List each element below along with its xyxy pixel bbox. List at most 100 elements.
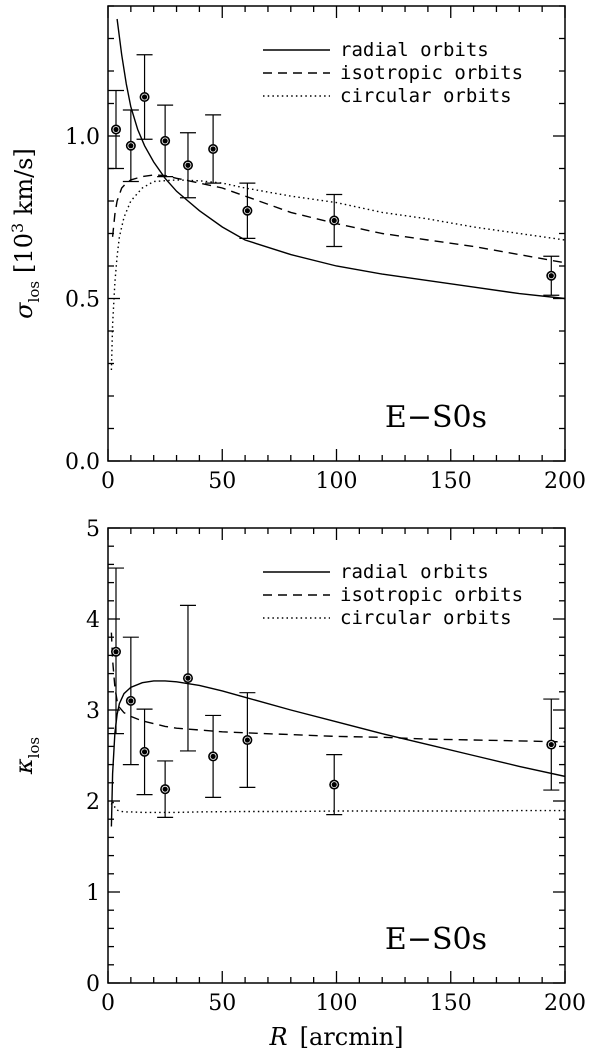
y-axis-title: σlos [103 km/s] (8, 148, 43, 319)
marker-ring (161, 137, 169, 145)
marker-ring (127, 142, 135, 150)
marker-ring (243, 736, 251, 744)
y-axis-unit-rest: km/s] (10, 148, 38, 223)
panel-top: 0 50 100 150 200 0.0 0.5 1.0 radial orbitsisotro… (8, 5, 586, 494)
y-axis-unit: [10 (10, 233, 38, 273)
marker-ring (547, 741, 555, 748)
data-point (179, 132, 196, 199)
marker-ring (161, 785, 169, 793)
data-point (136, 54, 153, 140)
marker (160, 784, 171, 795)
legend-label: isotropic orbits (340, 62, 523, 84)
data-point (179, 604, 196, 752)
data-point (239, 692, 256, 788)
marker (242, 735, 253, 746)
x-tick-label: 50 (208, 469, 236, 494)
data-point (157, 760, 174, 818)
x-tick-label: 100 (316, 991, 358, 1016)
data-point (136, 708, 153, 796)
y-tick-label: 3 (86, 699, 100, 724)
marker (110, 646, 121, 657)
curve-circular-orbits (110, 798, 565, 814)
data-point (107, 89, 124, 170)
panel-annotation: E−S0s (385, 922, 487, 957)
data-point (543, 698, 560, 791)
marker-ring (330, 217, 338, 224)
marker-ring (112, 126, 120, 133)
legend-label: circular orbits (340, 85, 512, 107)
y-tick-label: 1.0 (65, 125, 100, 150)
legend-label: radial orbits (340, 561, 489, 583)
x-tick-label: 0 (101, 469, 115, 494)
y-tick-label: 0.5 (65, 288, 100, 313)
legend-label: isotropic orbits (340, 584, 523, 606)
x-tick-label: 150 (430, 469, 472, 494)
curve-isotropic-orbits (110, 632, 565, 743)
marker-ring (141, 748, 148, 756)
data-point (326, 753, 343, 816)
data-point (205, 714, 222, 798)
x-tick-label: 100 (316, 469, 358, 494)
marker (182, 673, 193, 684)
marker (546, 270, 557, 281)
marker-ring (209, 753, 217, 760)
data-point (107, 567, 124, 735)
marker-ring (243, 207, 251, 215)
marker (139, 746, 150, 757)
curve-circular-orbits (110, 179, 565, 371)
x-tick-label: 50 (208, 991, 236, 1016)
panel-bottom: 0 50 100 150 200 0 1 2 3 4 5 radial orbitsisotropic… (10, 517, 586, 1051)
y-axis-symbol: σ (10, 302, 38, 319)
marker-ring (330, 781, 338, 789)
marker (160, 135, 171, 146)
data-point (326, 193, 343, 248)
marker (208, 751, 219, 762)
curve-radial-orbits (110, 680, 565, 827)
legend-label: circular orbits (340, 607, 512, 629)
data-point (239, 182, 256, 239)
marker (329, 779, 340, 790)
marker-ring (127, 697, 135, 705)
marker-ring (112, 648, 120, 656)
marker (110, 124, 121, 135)
data-point (205, 114, 222, 184)
y-tick-label: 4 (86, 608, 100, 633)
y-axis-subscript: los (25, 281, 43, 303)
data-point (157, 104, 174, 178)
x-tick-label: 200 (544, 991, 586, 1016)
data-point (122, 109, 139, 183)
x-tick-label: 150 (430, 991, 472, 1016)
marker (546, 739, 557, 750)
marker (242, 205, 253, 216)
x-axis-unit: [arcmin] (300, 1023, 404, 1051)
marker-ring (141, 93, 148, 101)
y-axis-unit-exponent: 3 (8, 223, 27, 233)
marker (139, 92, 150, 102)
marker-ring (209, 145, 217, 153)
data-point (543, 255, 560, 296)
y-tick-label: 2 (86, 790, 100, 815)
y-tick-label: 1 (86, 881, 100, 906)
y-axis-title: κlos (10, 737, 43, 775)
marker (182, 160, 193, 171)
marker (329, 215, 340, 226)
y-tick-label: 0.0 (65, 450, 100, 475)
legend-label: radial orbits (340, 39, 489, 61)
marker (125, 695, 136, 706)
x-axis-symbol: R (269, 1023, 288, 1051)
x-tick-label: 200 (544, 469, 586, 494)
marker-ring (547, 272, 555, 280)
marker (208, 144, 219, 154)
data-point (122, 636, 139, 766)
marker-ring (184, 674, 192, 682)
y-axis-symbol: κ (10, 758, 38, 775)
marker (125, 140, 136, 151)
panel-annotation: E−S0s (385, 400, 487, 435)
marker-ring (184, 161, 192, 169)
x-tick-label: 0 (101, 991, 115, 1016)
y-tick-label: 5 (86, 517, 100, 542)
y-axis-subscript: los (25, 737, 43, 759)
y-tick-label: 0 (86, 972, 100, 997)
x-axis-title: R [arcmin] (269, 1023, 404, 1051)
